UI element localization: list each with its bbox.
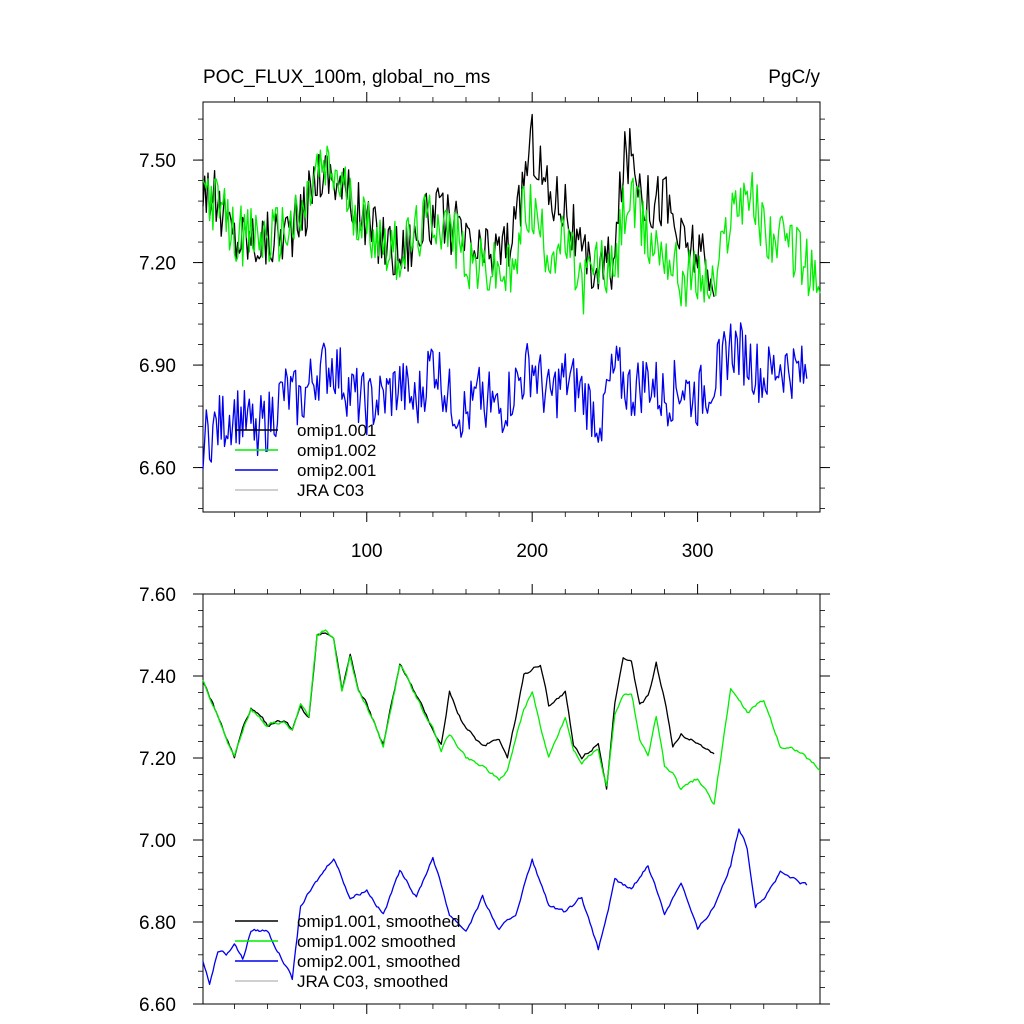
legend-label: omip2.001, smoothed	[297, 952, 461, 971]
y-tick-label: 7.60	[139, 585, 176, 606]
x-tick-label: 200	[516, 541, 548, 562]
y-tick-label: 7.20	[139, 749, 176, 770]
series-line-omip1-002-smoothed	[202, 629, 821, 805]
x-tick-label: 300	[682, 541, 714, 562]
chart-units: PgC/y	[768, 67, 820, 88]
chart-title: POC_FLUX_100m, global_no_ms	[203, 67, 490, 88]
legend-label: omip1.002 smoothed	[297, 932, 456, 951]
y-tick-label: 7.00	[139, 831, 176, 852]
y-tick-label: 6.90	[139, 356, 176, 377]
legend-label: JRA C03	[297, 481, 364, 500]
series-line-omip2-001-smoothed	[202, 828, 808, 986]
x-tick-label: 100	[351, 541, 383, 562]
plot-frame	[202, 101, 821, 513]
legend-label: omip1.001, smoothed	[297, 912, 461, 931]
series-line-omip2-001	[202, 322, 808, 470]
legend-label: omip1.001	[297, 421, 376, 440]
y-tick-label: 6.80	[139, 913, 176, 934]
series-line-omip1-001	[202, 113, 715, 297]
plot-frame	[202, 593, 821, 1005]
legend-label: JRA C03, smoothed	[297, 972, 448, 991]
series-line-omip1-001-smoothed	[202, 632, 715, 790]
y-tick-label: 7.50	[139, 151, 176, 172]
bottom-panel-smoothed-series: 6.60 6.80 7.00 7.20 7.40 7.60 omip1.001, smoot…	[139, 584, 830, 1016]
y-tick-label: 6.60	[139, 995, 176, 1016]
legend-label: omip2.001	[297, 461, 376, 480]
legend-label: omip1.002	[297, 441, 376, 460]
y-tick-label: 6.60	[139, 459, 176, 480]
top-panel-raw-series: 6.60 6.90 7.20 7.50 100 200 300 omip1.001omip1.…	[139, 92, 830, 562]
y-tick-label: 7.20	[139, 254, 176, 275]
series-line-omip1-002	[202, 145, 821, 315]
y-tick-label: 7.40	[139, 667, 176, 688]
